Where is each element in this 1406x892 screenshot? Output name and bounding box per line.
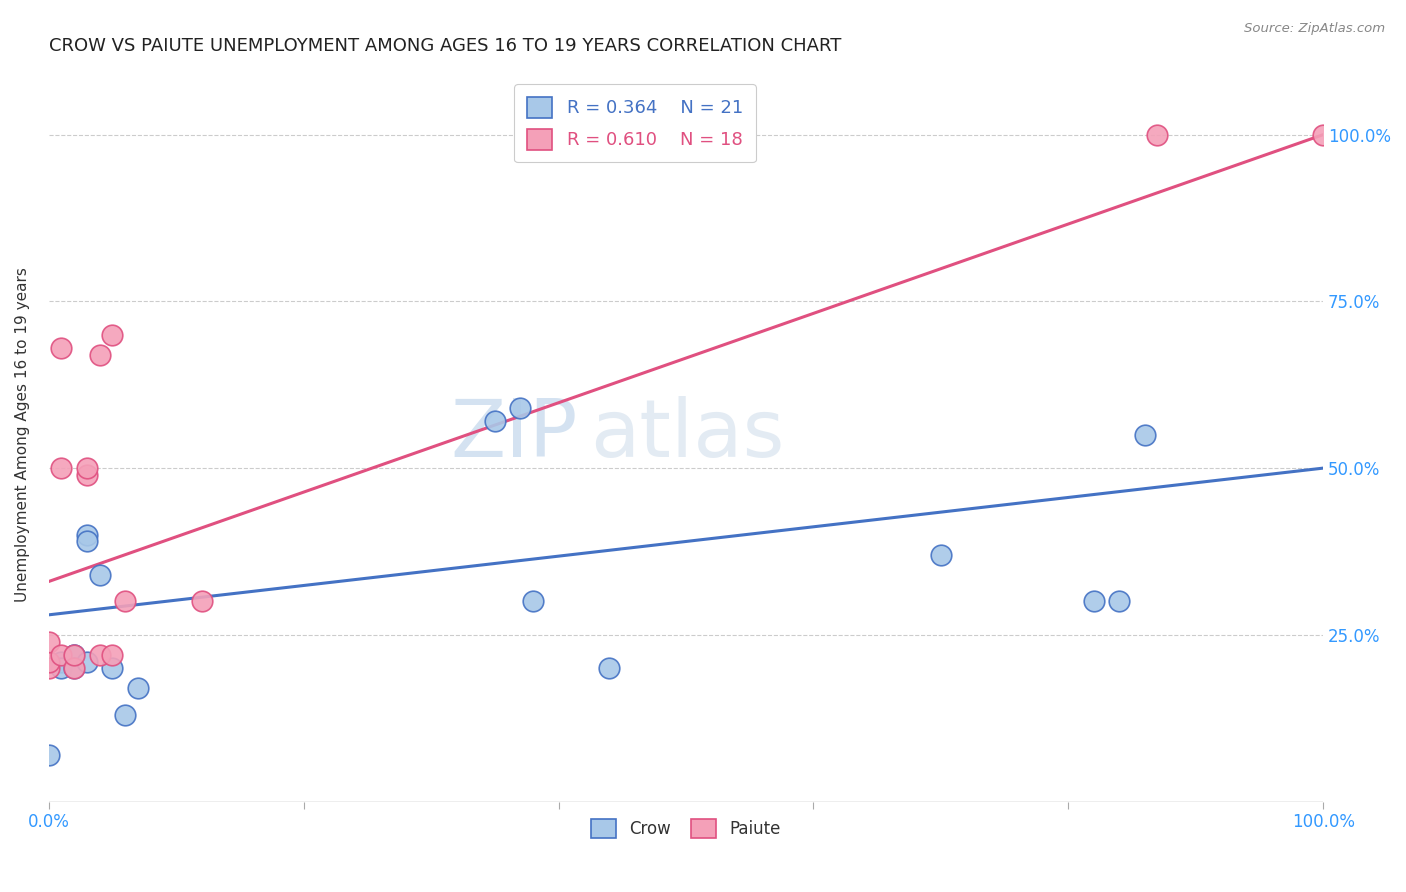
Y-axis label: Unemployment Among Ages 16 to 19 years: Unemployment Among Ages 16 to 19 years [15, 268, 30, 602]
Point [509, 401, 531, 416]
Point [63, 648, 86, 662]
Point [51, 461, 73, 475]
Point [484, 414, 506, 428]
Point [38, 747, 60, 762]
Point [51, 341, 73, 355]
Point [89, 648, 111, 662]
Point [51, 655, 73, 669]
Point [76, 467, 98, 482]
Point [1146, 128, 1168, 142]
Point [38, 655, 60, 669]
Point [38, 661, 60, 675]
Point [89, 567, 111, 582]
Point [114, 707, 136, 722]
Point [598, 661, 620, 675]
Text: CROW VS PAIUTE UNEMPLOYMENT AMONG AGES 16 TO 19 YEARS CORRELATION CHART: CROW VS PAIUTE UNEMPLOYMENT AMONG AGES 1… [49, 37, 841, 55]
Point [127, 681, 149, 696]
Point [190, 594, 212, 608]
Point [63, 648, 86, 662]
Point [101, 327, 124, 342]
Point [76, 534, 98, 549]
Point [63, 661, 86, 675]
Point [51, 661, 73, 675]
Point [522, 594, 544, 608]
Text: atlas: atlas [591, 396, 785, 474]
Point [76, 461, 98, 475]
Point [1312, 128, 1334, 142]
Point [76, 528, 98, 542]
Point [76, 655, 98, 669]
Point [1083, 594, 1105, 608]
Point [63, 648, 86, 662]
Point [63, 661, 86, 675]
Legend: Crow, Paiute: Crow, Paiute [585, 812, 787, 845]
Point [1133, 427, 1156, 442]
Point [38, 634, 60, 648]
Point [114, 594, 136, 608]
Point [929, 548, 952, 562]
Point [101, 661, 124, 675]
Text: Source: ZipAtlas.com: Source: ZipAtlas.com [1244, 22, 1385, 36]
Point [51, 648, 73, 662]
Text: ZIP: ZIP [450, 396, 578, 474]
Point [89, 348, 111, 362]
Point [1108, 594, 1130, 608]
Point [101, 648, 124, 662]
